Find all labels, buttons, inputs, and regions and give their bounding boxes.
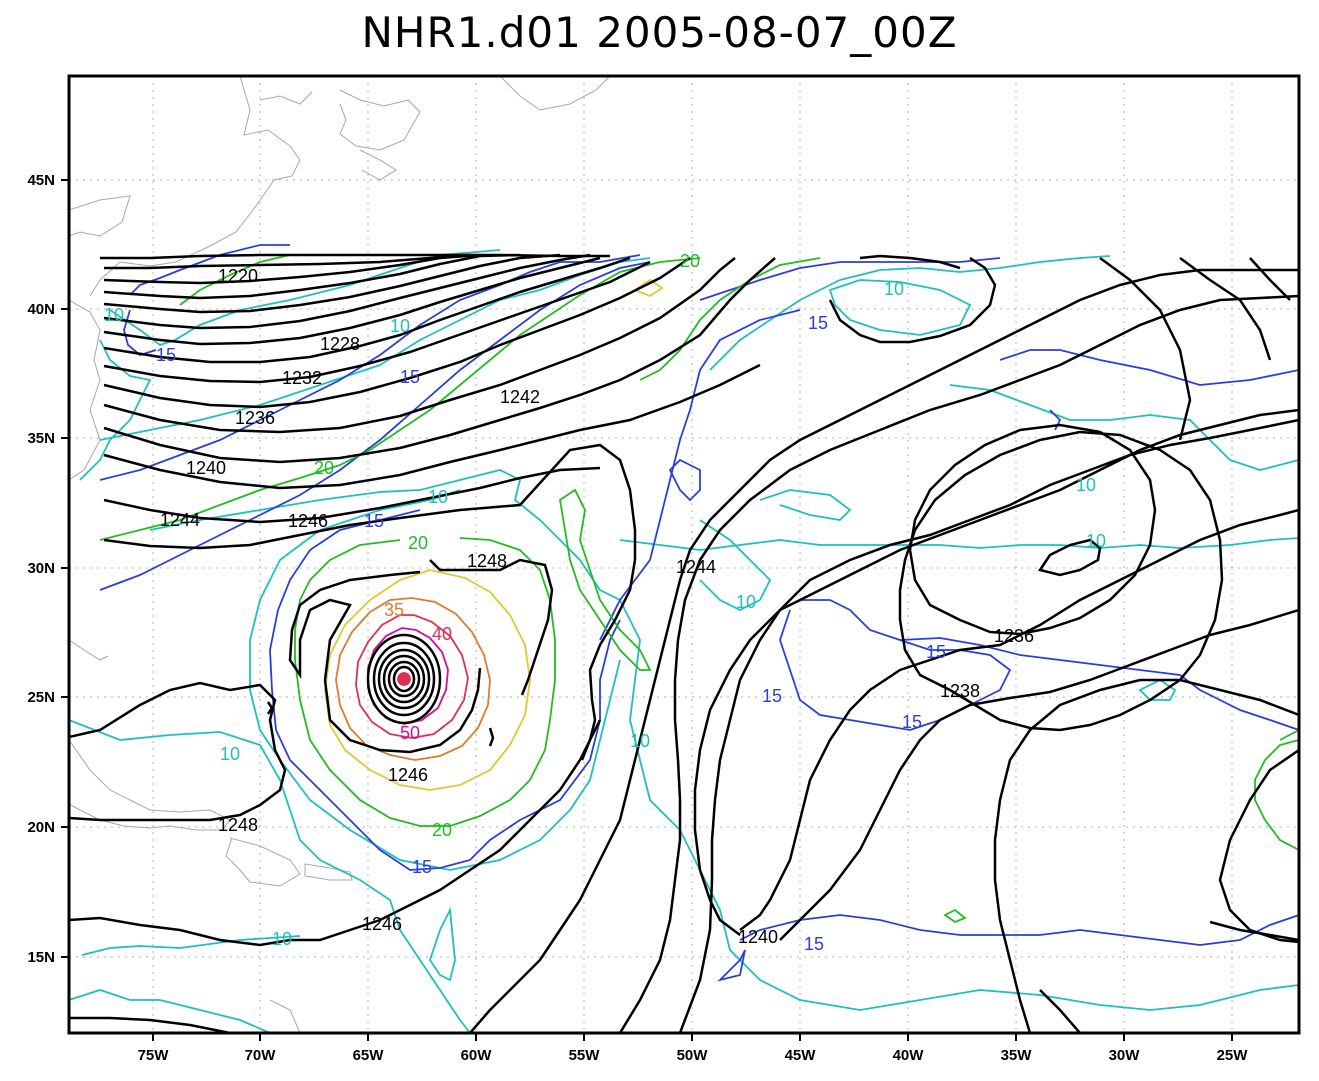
x-tick-label: 65W (353, 1047, 385, 1064)
wind-label-15: 15 (808, 313, 828, 333)
x-tick-label: 45W (785, 1047, 817, 1064)
wind-label-10: 10 (736, 592, 756, 612)
wind-contour-labels: 10 15 10 15 20 10 15 20 35 40 50 10 20 1… (104, 251, 1106, 954)
y-axis-labels: 15N 20N 25N 30N 35N 40N 45N (27, 172, 55, 966)
height-label-1236-east: 1236 (994, 626, 1034, 646)
y-tick-label: 15N (27, 949, 55, 966)
x-tick-label: 35W (1001, 1047, 1033, 1064)
wind-label-10: 10 (272, 929, 292, 949)
height-label-1238: 1238 (940, 681, 980, 701)
gridlines (69, 76, 1299, 1033)
x-axis-labels: 75W 70W 65W 60W 55W 50W 45W 40W 35W 30W … (138, 1047, 1249, 1064)
x-tick-label: 70W (245, 1047, 277, 1064)
wind-label-15: 15 (926, 642, 946, 662)
height-label-1228: 1228 (320, 334, 360, 354)
wind-label-10: 10 (428, 487, 448, 507)
wind-label-20: 20 (432, 820, 452, 840)
height-label-1248: 1248 (467, 551, 507, 571)
height-label-1220: 1220 (218, 266, 258, 286)
x-tick-label: 25W (1217, 1047, 1249, 1064)
x-tick-label: 75W (138, 1047, 170, 1064)
wind-label-15: 15 (804, 934, 824, 954)
wind-label-10: 10 (884, 279, 904, 299)
y-tick-label: 45N (27, 172, 55, 189)
wind-label-10: 10 (630, 731, 650, 751)
wind-contours-30 (324, 278, 664, 791)
coastlines (69, 76, 611, 1033)
wind-label-40: 40 (432, 624, 452, 644)
height-label-1244-east: 1244 (676, 557, 716, 577)
height-label-1240: 1240 (738, 927, 778, 947)
x-tick-label: 30W (1109, 1047, 1141, 1064)
wind-label-10: 10 (104, 305, 124, 325)
y-tick-label: 30N (27, 560, 55, 577)
wind-label-20: 20 (408, 533, 428, 553)
map-frame (67, 74, 1301, 1035)
wind-contours-15 (99, 244, 1299, 982)
x-tick-label: 55W (569, 1047, 601, 1064)
wind-contours-20 (99, 254, 1299, 924)
height-label-1236: 1236 (235, 408, 275, 428)
height-label-1248-west: 1248 (218, 815, 258, 835)
height-contours (69, 253, 1299, 1033)
height-label-1240: 1240 (186, 458, 226, 478)
height-label-1246-sw: 1246 (362, 914, 402, 934)
wind-contours-10 (69, 249, 1299, 1033)
wind-label-15: 15 (902, 712, 922, 732)
x-tick-label: 50W (677, 1047, 709, 1064)
x-tick-label: 40W (893, 1047, 925, 1064)
wind-label-50: 50 (400, 723, 420, 743)
wind-label-10: 10 (1076, 475, 1096, 495)
wind-label-20: 20 (680, 251, 700, 271)
x-tick-label: 60W (461, 1047, 493, 1064)
height-label-1246-south: 1246 (388, 765, 428, 785)
y-tick-label: 20N (27, 819, 55, 836)
wind-contours-35 (335, 597, 491, 761)
wind-label-10: 10 (390, 316, 410, 336)
height-label-1244: 1244 (160, 510, 200, 530)
height-label-1242: 1242 (500, 387, 540, 407)
y-tick-label: 40N (27, 301, 55, 318)
wind-label-15: 15 (412, 857, 432, 877)
height-contour-labels: 1220 1228 1232 1236 1240 1244 1246 1242 … (160, 266, 1034, 947)
wind-label-15: 15 (364, 511, 384, 531)
y-tick-label: 35N (27, 430, 55, 447)
wind-label-15: 15 (400, 367, 420, 387)
wind-contours-40 (355, 614, 469, 739)
wind-label-15: 15 (156, 345, 176, 365)
wind-label-10: 10 (220, 744, 240, 764)
map-title: NHR1.d01 2005-08-07_00Z (361, 8, 958, 57)
wind-label-15: 15 (762, 686, 782, 706)
axis-ticks (61, 179, 1233, 1041)
wind-label-35: 35 (384, 600, 404, 620)
y-tick-label: 25N (27, 689, 55, 706)
wind-label-20: 20 (314, 458, 334, 478)
height-label-1246: 1246 (288, 511, 328, 531)
height-label-1232: 1232 (282, 368, 322, 388)
wind-label-10: 10 (1086, 531, 1106, 551)
